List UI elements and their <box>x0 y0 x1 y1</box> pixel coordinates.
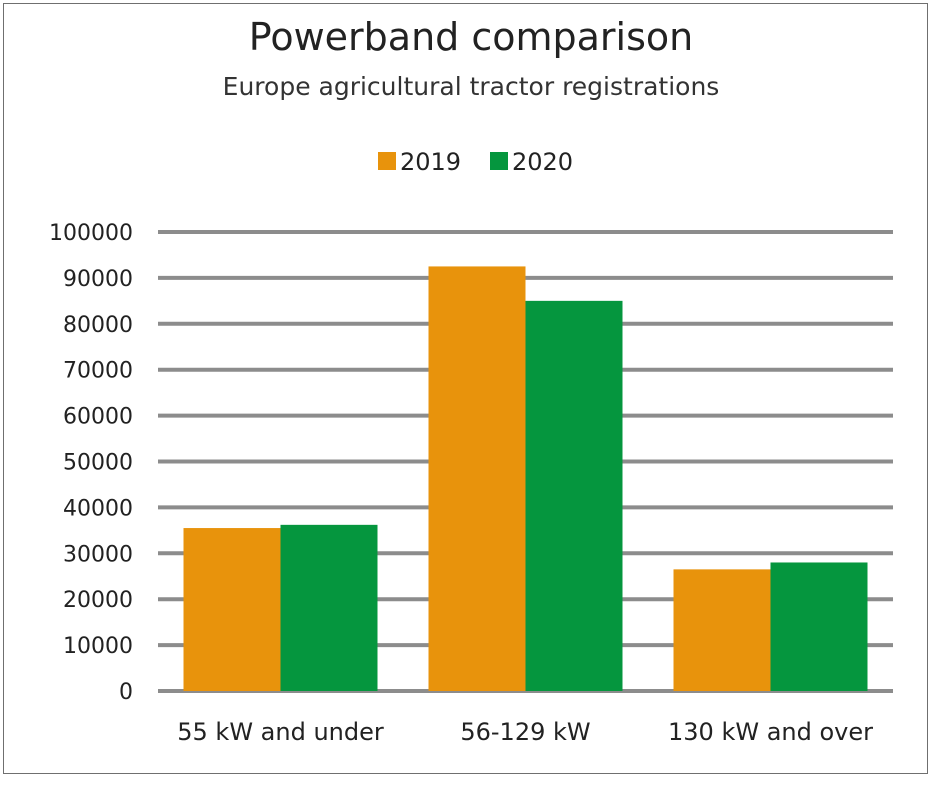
chart-subtitle: Europe agricultural tractor registration… <box>223 72 720 101</box>
legend-swatch-2020 <box>490 152 508 170</box>
y-tick-label: 90000 <box>63 267 133 292</box>
bar-2019-1 <box>183 528 281 691</box>
y-tick-label: 10000 <box>63 634 133 659</box>
y-tick-label: 70000 <box>63 359 133 384</box>
y-tick-label: 100000 <box>49 221 133 246</box>
y-tick-label: 80000 <box>63 313 133 338</box>
bar-2019-2 <box>428 266 526 691</box>
legend-label-2020: 2020 <box>512 148 573 176</box>
x-category-label: 55 kW and under <box>177 718 384 746</box>
bar-2020-2 <box>525 300 623 691</box>
legend: 2019 2020 <box>378 148 573 176</box>
x-axis-categories: 55 kW and under 56-129 kW 130 kW and over <box>177 718 873 746</box>
y-tick-label: 60000 <box>63 405 133 430</box>
x-category-label: 56-129 kW <box>460 718 590 746</box>
y-axis-ticks: 0 10000 20000 30000 40000 50000 60000 70000 8000… <box>49 221 133 705</box>
y-tick-label: 20000 <box>63 588 133 613</box>
y-tick-label: 40000 <box>63 496 133 521</box>
bar-2019-3 <box>673 569 771 691</box>
legend-label-2019: 2019 <box>400 148 461 176</box>
chart-title: Powerband comparison <box>249 15 693 59</box>
bar-2020-3 <box>770 562 868 691</box>
bars <box>183 266 868 691</box>
y-tick-label: 50000 <box>63 451 133 476</box>
y-tick-label: 0 <box>119 680 133 705</box>
bar-2020-1 <box>280 524 378 691</box>
x-category-label: 130 kW and over <box>668 718 873 746</box>
y-tick-label: 30000 <box>63 542 133 567</box>
legend-swatch-2019 <box>378 152 396 170</box>
